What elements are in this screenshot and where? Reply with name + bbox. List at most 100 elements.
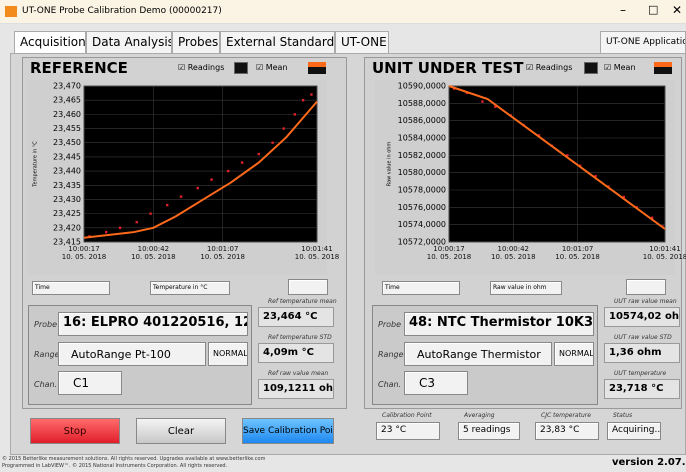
field-value[interactable]: 23 °C bbox=[376, 422, 440, 440]
legend-item[interactable]: ☑ Readings bbox=[178, 63, 225, 72]
legend-item[interactable]: ☑ Readings bbox=[526, 63, 573, 72]
cursor-y[interactable]: Raw value in ohm bbox=[490, 281, 562, 295]
data-point bbox=[166, 203, 169, 207]
label: Probe bbox=[378, 320, 402, 329]
readout-label: Ref temperature STD bbox=[268, 334, 332, 341]
y-tick-label: 23,420 bbox=[53, 223, 81, 232]
legend-label: Mean bbox=[265, 63, 288, 72]
y-tick-label: 23,445 bbox=[53, 152, 81, 161]
field-label: CJC temperature bbox=[541, 412, 591, 419]
data-point bbox=[271, 141, 274, 144]
legend-swatch bbox=[584, 62, 598, 74]
data-point bbox=[594, 174, 597, 178]
data-point bbox=[257, 152, 260, 156]
chan-select[interactable]: C3 bbox=[404, 371, 468, 395]
field-label: Averaging bbox=[464, 412, 495, 419]
x-tick-label: 10:01:07 10. 05. 2018 bbox=[555, 245, 600, 261]
clear-button[interactable]: Clear bbox=[136, 418, 226, 444]
y-tick-label: 23,470 bbox=[53, 82, 81, 91]
maximize[interactable]: □ bbox=[648, 3, 659, 16]
y-axis-label: Temperature in °C bbox=[33, 141, 39, 188]
y-tick-label: 23,425 bbox=[53, 209, 81, 218]
y-tick-label: 10582,0000 bbox=[398, 151, 446, 160]
y-tick-label: 10588,0000 bbox=[398, 99, 446, 108]
legend-label: Readings bbox=[535, 63, 573, 72]
plot-area bbox=[83, 85, 318, 243]
graph-tools[interactable] bbox=[288, 279, 328, 295]
cursor-x[interactable]: Time bbox=[32, 281, 110, 295]
readout-label: UUT raw value STD bbox=[614, 334, 672, 341]
range-select[interactable]: AutoRange Thermistor bbox=[404, 342, 552, 366]
app-button[interactable]: UT-ONE Applications bbox=[600, 31, 686, 53]
y-tick-label: 23,430 bbox=[53, 195, 81, 204]
y-tick-label: 10586,0000 bbox=[398, 116, 446, 125]
cursor-x[interactable]: Time bbox=[382, 281, 460, 295]
readout-value: 10574,02 ohm bbox=[604, 307, 680, 327]
chart: Temperature in °C 23,415 23,420 23,425 23,43… bbox=[27, 80, 327, 275]
title-bar: UT-ONE Probe Calibration Demo (00000217)… bbox=[0, 0, 686, 24]
data-point bbox=[650, 216, 654, 219]
y-tick-label: 10574,0000 bbox=[398, 220, 446, 229]
panel-title: UNIT UNDER TEST bbox=[372, 59, 524, 77]
field-value[interactable]: 23,83 °C bbox=[535, 422, 599, 440]
probe-select[interactable]: 48: NTC Thermistor 10K3A bbox=[404, 312, 594, 336]
probe-select[interactable]: 16: ELPRO 401220516, 12 bbox=[58, 312, 248, 336]
readout-value: 109,1211 ohm bbox=[258, 379, 334, 399]
legend-label: Mean bbox=[613, 63, 636, 72]
y-tick-label: 23,415 bbox=[53, 238, 81, 247]
data-line bbox=[448, 85, 666, 230]
cursor-y[interactable]: Temperature in °C bbox=[150, 281, 230, 295]
label: Probe bbox=[34, 320, 58, 329]
data-line bbox=[83, 100, 318, 239]
tab[interactable]: Data Analysis bbox=[86, 31, 172, 53]
graph-tools[interactable] bbox=[626, 279, 666, 295]
data-point bbox=[481, 100, 484, 103]
label: Chan. bbox=[378, 380, 402, 389]
y-tick-label: 23,440 bbox=[53, 167, 81, 176]
mode[interactable]: NORMAL bbox=[208, 342, 248, 366]
readout-value: 1,36 ohm bbox=[604, 343, 680, 363]
x-tick-label: 10:00:17 10. 05. 2018 bbox=[61, 245, 107, 261]
tab[interactable]: External Standards bbox=[220, 31, 335, 53]
data-point bbox=[135, 220, 138, 224]
chan-select[interactable]: C1 bbox=[58, 371, 122, 395]
label: Chan. bbox=[34, 380, 58, 389]
panel-title: REFERENCE bbox=[30, 59, 128, 77]
label: Range bbox=[378, 350, 404, 359]
window-title: UT-ONE Probe Calibration Demo (00000217) bbox=[22, 6, 222, 16]
data-point bbox=[566, 154, 569, 157]
field-value[interactable]: Acquiring... bbox=[607, 422, 661, 440]
legend-item[interactable]: ☑ Mean bbox=[604, 63, 636, 72]
data-point bbox=[240, 161, 244, 164]
data-point bbox=[622, 195, 626, 199]
chart: Raw value in ohm 10572,0000 10574,0000 1057… bbox=[375, 80, 675, 275]
app-icon bbox=[5, 6, 17, 17]
minimize[interactable]: – bbox=[620, 3, 626, 17]
readout-label: Ref temperature mean bbox=[268, 298, 337, 305]
legend-item[interactable]: ☑ Mean bbox=[256, 63, 288, 72]
legend-swatch bbox=[308, 62, 326, 74]
plot-area bbox=[448, 85, 666, 243]
data-point bbox=[494, 105, 497, 108]
x-tick-label: 10:00:17 10. 05. 2018 bbox=[426, 245, 472, 261]
x-tick-label: 10:00:42 10. 05. 2018 bbox=[131, 245, 176, 261]
close[interactable]: ✕ bbox=[672, 3, 683, 17]
field-label: Calibration Point bbox=[382, 412, 432, 419]
y-tick-label: 23,465 bbox=[53, 96, 81, 105]
tab[interactable]: UT-ONE bbox=[335, 31, 389, 53]
readout-label: UUT temperature bbox=[614, 370, 667, 377]
mode[interactable]: NORMAL bbox=[554, 342, 594, 366]
range-select[interactable]: AutoRange Pt-100 bbox=[58, 342, 206, 366]
stop-button[interactable]: Stop bbox=[30, 418, 120, 444]
y-tick-label: 10576,0000 bbox=[398, 203, 446, 212]
tab[interactable]: Probes bbox=[172, 31, 220, 53]
tab[interactable]: Acquisition bbox=[14, 31, 86, 53]
data-point bbox=[104, 230, 108, 234]
y-tick-label: 23,450 bbox=[53, 138, 81, 147]
save-button[interactable]: Save Calibration Point bbox=[242, 418, 334, 444]
y-tick-label: 10572,0000 bbox=[398, 238, 446, 247]
field-value[interactable]: 5 readings bbox=[458, 422, 520, 440]
data-point bbox=[227, 169, 230, 173]
readout-label: UUT raw value mean bbox=[614, 298, 677, 305]
